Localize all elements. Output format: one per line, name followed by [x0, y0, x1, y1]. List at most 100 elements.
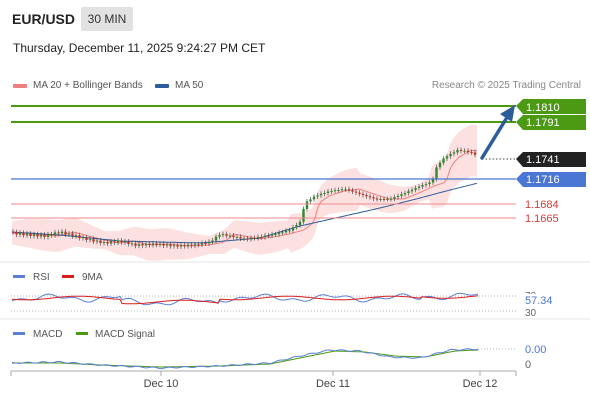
- rsi-ma-line: [11, 295, 479, 305]
- candle-body: [81, 237, 85, 239]
- candle-body: [403, 193, 407, 195]
- candle-body: [435, 167, 438, 179]
- candle-body: [46, 234, 50, 237]
- candle-body: [193, 244, 197, 246]
- candle-body: [375, 198, 379, 200]
- rsi-ma-legend-label: 9MA: [82, 272, 103, 283]
- candle-body: [148, 243, 151, 245]
- macd-value-label: 0.00: [525, 344, 546, 356]
- price-tag-pivot-label: 1.1716: [526, 174, 560, 186]
- candle-body: [260, 236, 263, 238]
- candle-body: [326, 191, 330, 193]
- candle-body: [382, 199, 386, 200]
- rsi-level-30-label: 30: [525, 308, 537, 319]
- candle-body: [319, 193, 323, 196]
- rsi-value-label: 57.34: [525, 295, 553, 307]
- candle-body: [158, 243, 162, 245]
- candle-body: [116, 240, 120, 243]
- candle-body: [123, 241, 127, 243]
- candle-body: [302, 208, 305, 222]
- candle-body: [452, 152, 456, 154]
- candle-body: [197, 244, 200, 246]
- candle-body: [344, 189, 347, 191]
- ma50-swatch-icon: [155, 83, 169, 88]
- support-label-1684: 1.1684: [525, 199, 559, 211]
- candle-body: [295, 225, 298, 228]
- legend-item-ma50: MA 50: [155, 80, 203, 91]
- candle-body: [25, 233, 29, 236]
- candle-body: [32, 234, 36, 236]
- candle-body: [421, 185, 424, 187]
- candle-body: [102, 242, 106, 243]
- candle-body: [92, 239, 95, 242]
- candle-body: [473, 152, 477, 155]
- candlestick-series: [11, 147, 477, 249]
- forecast-arrow-head-icon: [500, 105, 515, 122]
- candle-body: [172, 245, 176, 247]
- ma20-swatch-icon: [13, 83, 27, 88]
- candle-body: [284, 230, 288, 233]
- candle-body: [71, 233, 74, 237]
- candle-body: [274, 234, 277, 236]
- candle-body: [85, 237, 88, 240]
- candle-body: [200, 243, 204, 245]
- candle-body: [270, 234, 274, 236]
- ma20-line: [12, 149, 478, 247]
- candle-body: [407, 191, 410, 194]
- candle-body: [225, 234, 228, 236]
- candle-body: [214, 236, 218, 241]
- price-tag-last-label: 1.1741: [526, 154, 560, 166]
- candle-body: [50, 234, 53, 236]
- macd-legend-label: MACD: [33, 329, 62, 340]
- candle-body: [379, 199, 382, 200]
- price-tag-1810-label: 1.1810: [526, 102, 560, 114]
- candle-body: [242, 238, 246, 240]
- candle-body: [57, 232, 60, 234]
- candle-body: [179, 245, 183, 247]
- price-tag-1810: 1.1810: [516, 99, 586, 114]
- candle-body: [389, 198, 393, 200]
- macd-signal-legend-label: MACD Signal: [95, 329, 155, 340]
- candle-body: [351, 190, 354, 192]
- candle-body: [256, 236, 260, 239]
- candle-body: [29, 233, 32, 236]
- candle-body: [22, 232, 25, 236]
- candle-body: [18, 232, 22, 235]
- candle-body: [228, 235, 232, 237]
- candle-body: [316, 195, 319, 197]
- candle-body: [330, 190, 333, 192]
- candle-body: [134, 243, 137, 246]
- candle-body: [323, 193, 326, 194]
- candle-body: [246, 238, 249, 240]
- candle-body: [358, 192, 361, 194]
- candle-body: [137, 244, 141, 246]
- candle-body: [67, 233, 71, 235]
- candle-body: [277, 232, 281, 235]
- candle-body: [78, 235, 81, 239]
- legend-label-ma50: MA 50: [175, 80, 204, 91]
- symbol-title: EUR/USD: [12, 11, 76, 27]
- support-label-1665: 1.1665: [525, 213, 559, 225]
- candle-body: [155, 243, 158, 245]
- candle-body: [151, 243, 155, 245]
- candle-body: [218, 234, 221, 237]
- candle-body: [60, 231, 64, 234]
- rsi-value-bg: [522, 294, 558, 307]
- macd-line: [11, 348, 479, 370]
- candle-body: [417, 186, 421, 188]
- candle-body: [176, 245, 179, 247]
- time-axis-label-dec12: Dec 12: [463, 378, 498, 390]
- candle-body: [347, 189, 351, 191]
- timeframe-badge[interactable]: 30 MIN: [81, 7, 133, 31]
- time-axis-label-dec11: Dec 11: [316, 378, 350, 390]
- candle-body: [281, 232, 284, 234]
- candle-body: [393, 197, 396, 199]
- candle-body: [36, 234, 39, 237]
- candle-body: [361, 193, 365, 195]
- candle-body: [207, 241, 211, 244]
- time-axis-label-dec10: Dec 10: [144, 378, 179, 390]
- candle-body: [456, 150, 459, 153]
- candle-body: [333, 190, 337, 192]
- candle-body: [53, 232, 57, 236]
